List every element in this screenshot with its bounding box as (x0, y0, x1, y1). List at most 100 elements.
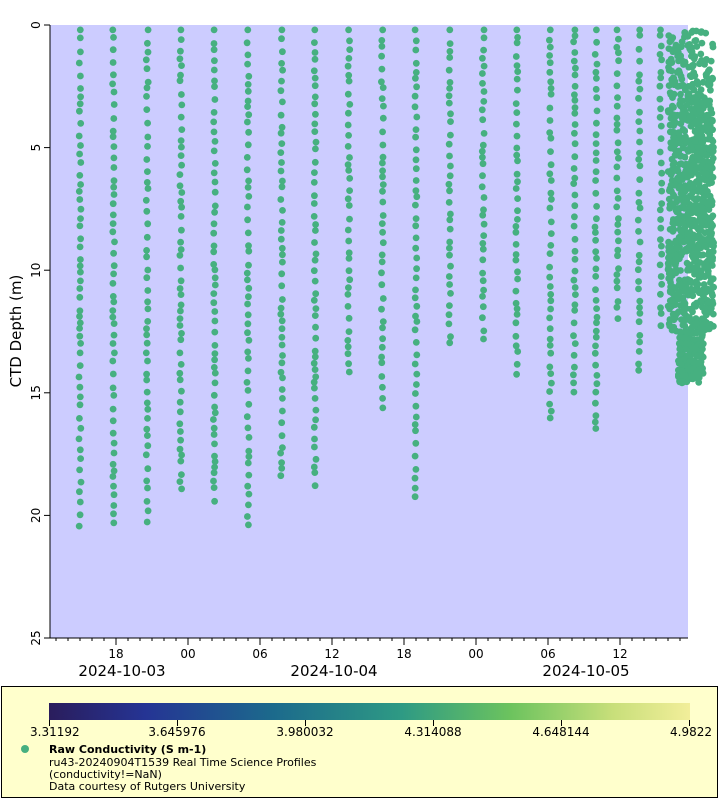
data-point (592, 425, 600, 432)
data-point (211, 202, 219, 210)
data-point (682, 340, 690, 347)
data-point (176, 77, 184, 85)
data-point (676, 357, 683, 364)
data-point (446, 187, 453, 195)
data-point (244, 276, 251, 284)
data-point (75, 522, 83, 530)
data-point (636, 338, 643, 346)
data-point (447, 333, 454, 341)
data-point (211, 463, 219, 471)
data-point (446, 225, 454, 233)
data-point (211, 208, 219, 216)
data-point (592, 327, 600, 335)
data-point (345, 71, 353, 79)
data-point (379, 318, 387, 325)
data-point (658, 242, 665, 250)
data-point (613, 126, 621, 134)
data-point (678, 97, 686, 105)
data-point (571, 267, 579, 275)
data-point (592, 333, 600, 341)
data-point (694, 103, 702, 111)
data-point (177, 428, 184, 435)
data-point (614, 246, 622, 254)
data-point (547, 349, 555, 357)
data-point (657, 74, 665, 82)
data-point (277, 235, 285, 243)
data-point (674, 83, 682, 90)
data-point (143, 156, 151, 163)
data-point (682, 160, 690, 168)
data-point (109, 429, 117, 437)
data-point (278, 270, 286, 278)
data-point (311, 120, 319, 128)
data-point (671, 181, 679, 189)
data-point (378, 258, 386, 266)
data-point (346, 154, 353, 161)
data-point (344, 303, 352, 310)
data-point (571, 153, 579, 161)
data-point (345, 368, 353, 376)
data-point (592, 157, 600, 164)
data-point (512, 342, 520, 350)
data-point (694, 154, 702, 162)
data-point (144, 26, 152, 34)
data-point (109, 417, 117, 425)
data-point (636, 332, 644, 339)
data-point (546, 325, 554, 333)
data-point (311, 435, 318, 443)
data-point (144, 287, 152, 294)
data-point (570, 276, 578, 284)
data-point (176, 420, 184, 428)
data-point (677, 120, 685, 127)
data-point (446, 172, 454, 180)
data-point (311, 100, 319, 108)
data-point (695, 178, 703, 186)
data-point (345, 132, 352, 139)
data-point (678, 110, 686, 118)
data-point (546, 273, 554, 281)
data-point (143, 93, 150, 100)
data-point (689, 27, 697, 35)
data-point (279, 352, 286, 359)
data-point (635, 118, 643, 125)
data-point (211, 350, 219, 357)
data-point (411, 103, 419, 111)
data-point (177, 264, 185, 272)
data-point (698, 218, 706, 226)
data-point (110, 270, 117, 278)
data-point (211, 403, 219, 411)
data-point (144, 507, 152, 515)
data-point (345, 26, 352, 34)
data-point (110, 183, 118, 191)
data-point (413, 351, 421, 359)
data-point (278, 419, 286, 427)
data-point (571, 104, 579, 112)
data-point (479, 303, 487, 311)
data-point (245, 261, 252, 269)
data-point (513, 75, 521, 83)
data-point (571, 49, 579, 56)
data-point (514, 195, 521, 203)
data-point (379, 395, 386, 402)
data-point (346, 215, 353, 223)
colorbar-label: 4.314088 (404, 725, 462, 739)
data-point (312, 323, 319, 331)
data-point (702, 122, 710, 130)
data-point (675, 289, 683, 296)
data-point (686, 314, 693, 321)
data-point (512, 251, 520, 258)
data-point (379, 404, 387, 412)
data-point (177, 213, 185, 220)
data-point (446, 302, 453, 309)
data-point (412, 234, 420, 242)
data-point (210, 242, 218, 250)
data-point (244, 513, 251, 520)
data-point (687, 47, 695, 55)
data-point (243, 269, 251, 277)
data-point (673, 244, 681, 252)
data-point (109, 127, 117, 135)
data-point (592, 399, 599, 407)
data-point (614, 195, 622, 202)
data-point (76, 349, 84, 357)
data-point (709, 40, 716, 48)
